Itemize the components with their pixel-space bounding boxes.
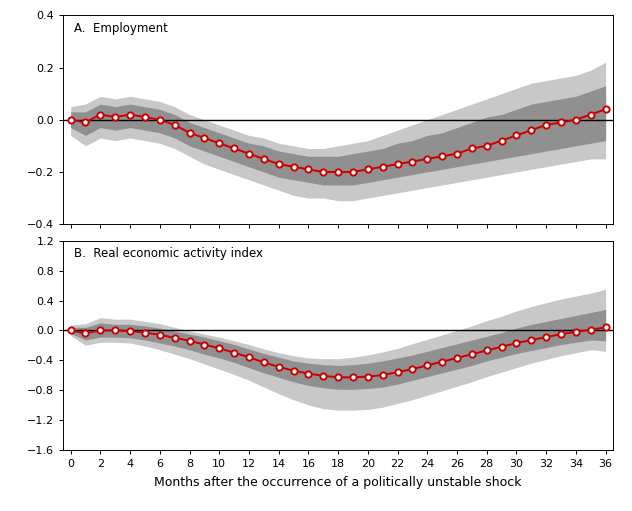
- Text: B.  Real economic activity index: B. Real economic activity index: [74, 247, 263, 260]
- Text: A.  Employment: A. Employment: [74, 21, 168, 35]
- X-axis label: Months after the occurrence of a politically unstable shock: Months after the occurrence of a politic…: [154, 476, 522, 489]
